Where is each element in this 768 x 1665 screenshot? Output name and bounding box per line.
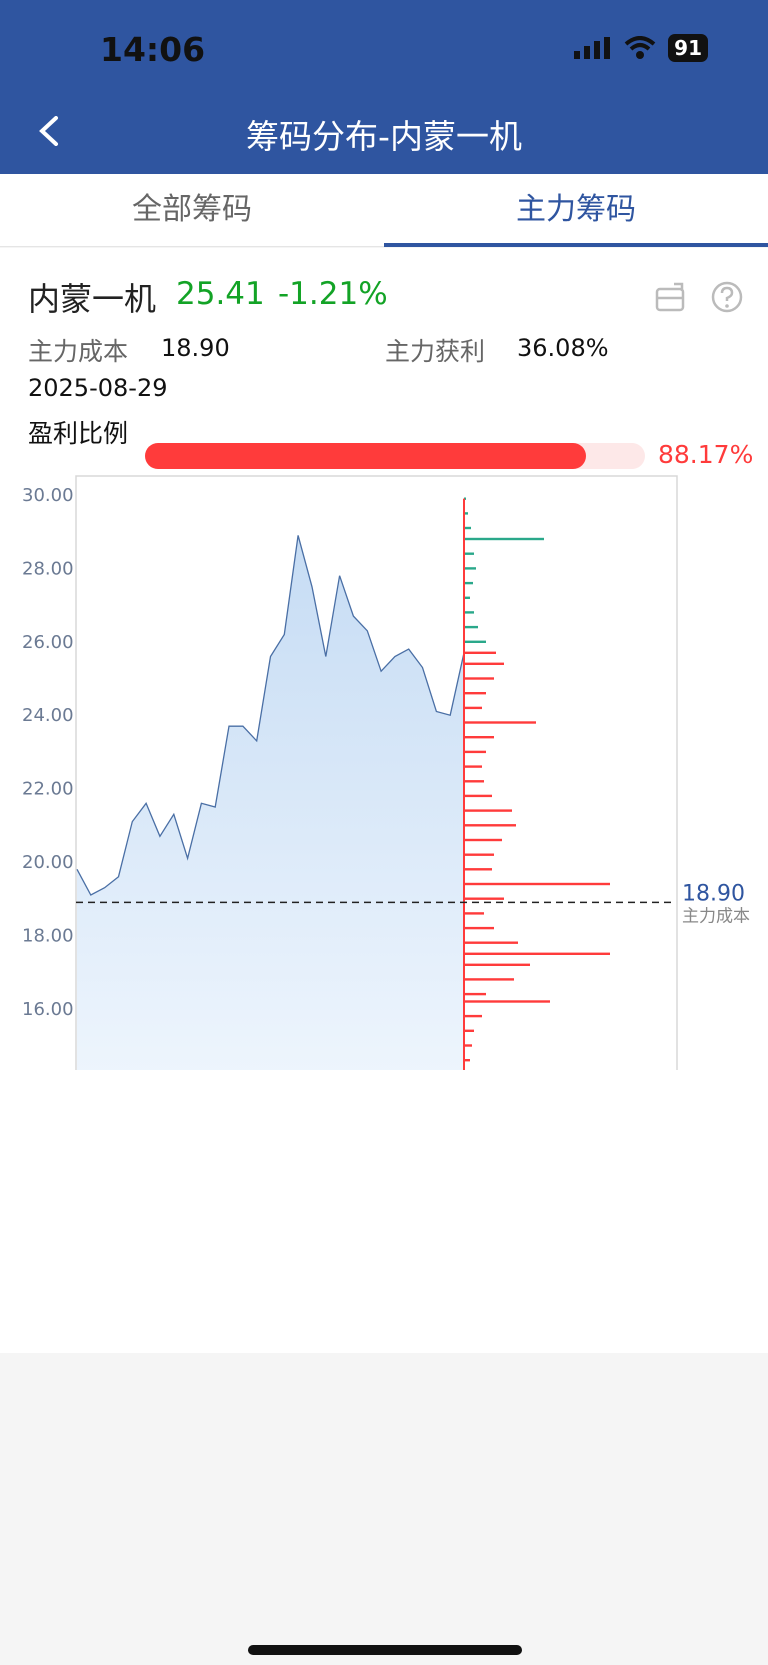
- header: 14:06 91 筹码分布-内蒙一机: [0, 0, 768, 174]
- page-title: 筹码分布-内蒙一机: [246, 117, 522, 156]
- profit-ratio-label: 盈利比例: [28, 419, 129, 448]
- y-tick-label: 28.00: [22, 558, 74, 579]
- chip-bar: [464, 692, 486, 695]
- stock-change: -1.21%: [278, 276, 388, 312]
- chip-bar: [464, 868, 492, 871]
- chip-bar: [464, 765, 482, 768]
- chip-bar: [464, 912, 484, 915]
- share-button[interactable]: [654, 280, 688, 314]
- chip-bar: [464, 526, 471, 530]
- chip-bar: [464, 794, 492, 798]
- status-icons: 91: [574, 34, 708, 62]
- chip-bar: [464, 677, 494, 680]
- back-icon: [39, 116, 58, 146]
- stock-name: 内蒙一机: [28, 280, 157, 318]
- main-cost-label: 主力成本: [28, 337, 129, 366]
- chip-bar: [464, 992, 486, 996]
- chip-bar: [464, 651, 496, 654]
- main-profit-label: 主力获利: [385, 337, 486, 366]
- chip-bar: [464, 537, 544, 541]
- wifi-icon: [624, 36, 656, 59]
- chip-bar: [464, 952, 610, 955]
- cost-line-label: 18.90: [682, 881, 745, 906]
- cost-line-sublabel: 主力成本: [682, 906, 750, 926]
- tab-all-chips[interactable]: 全部筹码: [132, 192, 252, 227]
- share-icon: [655, 282, 685, 312]
- chip-bar: [464, 780, 484, 783]
- chip-bar: [464, 824, 516, 827]
- help-icon: [711, 281, 743, 313]
- chip-bar: [464, 926, 494, 930]
- back-button[interactable]: [36, 116, 62, 146]
- y-tick-label: 24.00: [22, 705, 74, 726]
- chip-bar: [464, 552, 474, 555]
- chip-bar: [464, 1059, 470, 1062]
- stock-price: 25.41: [176, 276, 265, 312]
- chip-bar: [464, 963, 530, 966]
- help-button[interactable]: [710, 280, 744, 314]
- chip-bar: [464, 838, 502, 842]
- chip-bar: [464, 581, 473, 585]
- battery-indicator: 91: [668, 34, 708, 62]
- chip-bar: [464, 706, 482, 710]
- price-area: [77, 535, 464, 1206]
- profit-ratio-value: 88.17%: [658, 440, 754, 469]
- tab-bar: 全部筹码 主力筹码: [0, 174, 768, 247]
- chip-bar: [464, 640, 486, 643]
- chip-bar: [464, 625, 478, 629]
- y-tick-label: 16.00: [22, 999, 74, 1020]
- main-cost-value: 18.90: [161, 334, 230, 362]
- main-profit-value: 36.08%: [517, 334, 609, 362]
- chip-distribution-chart: 30.00 28.00 26.00 24.00 22.00 20.00 18.00 16.00…: [22, 475, 750, 1240]
- main-content: 内蒙一机 25.41 -1.21% 主力成本 18.90 主力获利 36.08%…: [0, 248, 768, 1353]
- chip-bar: [464, 662, 504, 665]
- chip-bar: [464, 941, 518, 944]
- signal-icon: [574, 37, 611, 59]
- tab-main-chips[interactable]: 主力筹码: [516, 192, 636, 227]
- y-tick-label: 26.00: [22, 632, 74, 653]
- y-tick-label: 20.00: [22, 852, 74, 873]
- chip-bar: [464, 512, 468, 515]
- chip-bar: [464, 750, 486, 754]
- price-line: [76, 535, 465, 896]
- date-label: 2025-08-29: [28, 374, 168, 402]
- chip-bar: [464, 721, 536, 724]
- chip-bar: [464, 596, 470, 599]
- chip-bar: [464, 736, 494, 739]
- chip-bar: [464, 882, 610, 886]
- chip-bar: [464, 611, 474, 614]
- y-tick-label: 22.00: [22, 779, 74, 800]
- home-indicator: [248, 1645, 522, 1655]
- chip-bar: [464, 897, 504, 900]
- y-tick-label: 18.00: [22, 925, 74, 946]
- status-time: 14:06: [100, 30, 206, 69]
- chip-bar: [464, 1000, 550, 1003]
- chip-bar: [464, 1029, 474, 1032]
- chip-bar: [464, 1014, 482, 1018]
- tab-active-indicator: [384, 243, 768, 247]
- chip-bar: [464, 978, 514, 981]
- profit-ratio-bar: [145, 443, 645, 469]
- chip-bar: [464, 567, 476, 570]
- y-tick-label: 30.00: [22, 485, 74, 506]
- chip-chart: 30.00 28.00 26.00 24.00 22.00 20.00 18.00 16.00…: [0, 470, 768, 1240]
- chip-bar: [464, 1044, 472, 1047]
- chip-bar: [464, 809, 512, 812]
- profit-ratio-fill: [145, 443, 586, 469]
- chip-bar: [464, 853, 494, 856]
